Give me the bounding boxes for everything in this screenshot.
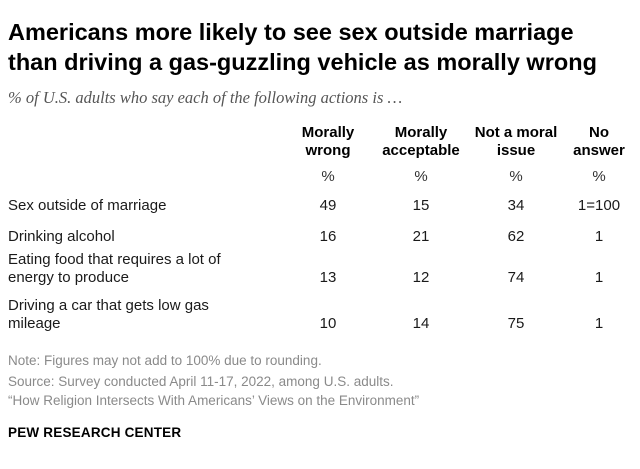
column-header-morally-wrong: Morally wrong — [282, 124, 374, 160]
column-header-line: issue — [496, 142, 536, 159]
chart-title: Americans more likely to see sex outside… — [8, 17, 633, 77]
table-cell: 14 — [412, 315, 430, 332]
column-header-no-answer: No answer — [560, 124, 638, 160]
table-cell: 10 — [319, 315, 337, 332]
row-label-driving-car-low-mileage: Driving a car that gets low gas mileage — [8, 297, 209, 333]
table-cell: 1 — [594, 228, 604, 245]
unit-label: % — [592, 168, 606, 185]
row-label-line: mileage — [8, 315, 61, 332]
row-label-line: Driving a car that gets low gas — [8, 297, 209, 314]
table-cell: 16 — [319, 228, 337, 245]
column-header-morally-acceptable: Morally acceptable — [368, 124, 474, 160]
table-cell: 1 — [594, 315, 604, 332]
chart-title-line-2: than driving a gas-guzzling vehicle as m… — [8, 49, 597, 75]
note-text: Note: Figures may not add to 100% due to… — [8, 353, 322, 368]
table-cell: 15 — [412, 197, 430, 214]
table-cell: 1 — [594, 269, 604, 286]
unit-label: % — [509, 168, 523, 185]
row-label-eating-food-energy: Eating food that requires a lot of energ… — [8, 251, 221, 287]
report-title-text: “How Religion Intersects With Americans’… — [8, 393, 420, 408]
column-header-line: No — [589, 124, 609, 141]
source-text: Source: Survey conducted April 11-17, 20… — [8, 374, 394, 389]
unit-label: % — [321, 168, 335, 185]
column-header-line: acceptable — [382, 142, 460, 159]
unit-label: % — [414, 168, 428, 185]
table-cell: 49 — [319, 197, 337, 214]
org-logo-text: PEW RESEARCH CENTER — [8, 425, 182, 440]
column-header-line: Morally — [394, 124, 448, 141]
table-cell: 74 — [507, 269, 525, 286]
table-cell: 34 — [507, 197, 525, 214]
table-cell: 75 — [507, 315, 525, 332]
column-header-line: Not a moral — [474, 124, 558, 141]
chart-title-line-1: Americans more likely to see sex outside… — [8, 19, 574, 45]
row-label-drinking-alcohol: Drinking alcohol — [8, 228, 115, 245]
row-label-line: energy to produce — [8, 269, 129, 286]
column-header-line: Morally — [301, 124, 355, 141]
table-cell: 1=100 — [577, 197, 621, 214]
table-cell: 12 — [412, 269, 430, 286]
table-cell: 13 — [319, 269, 337, 286]
table-cell: 62 — [507, 228, 525, 245]
column-header-line: wrong — [305, 142, 351, 159]
column-header-not-a-moral-issue: Not a moral issue — [464, 124, 568, 160]
row-label-sex-outside-marriage: Sex outside of marriage — [8, 197, 167, 214]
column-header-line: answer — [573, 142, 625, 159]
row-label-line: Eating food that requires a lot of — [8, 251, 221, 268]
table-cell: 21 — [412, 228, 430, 245]
chart-subtitle: % of U.S. adults who say each of the fol… — [8, 88, 403, 107]
